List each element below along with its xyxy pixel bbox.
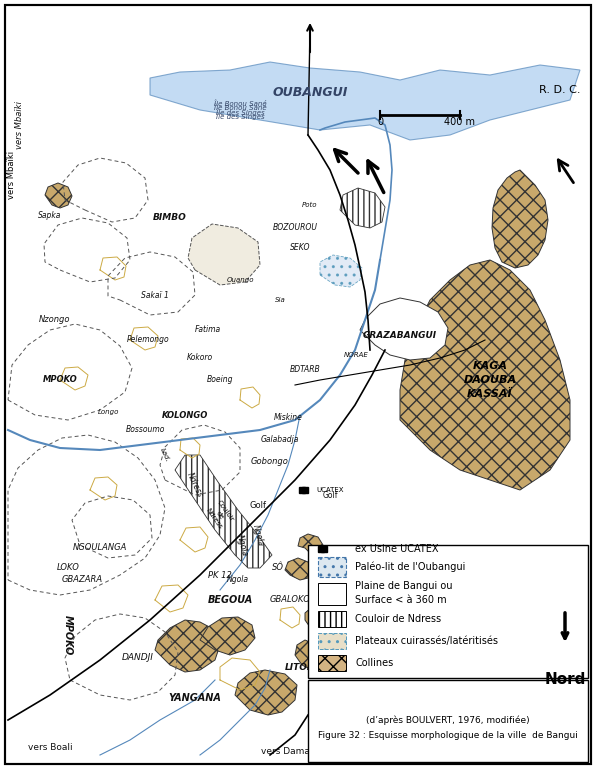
Polygon shape [492,170,548,268]
Text: GBALOKO: GBALOKO [269,595,311,604]
Text: SEKO: SEKO [290,244,311,252]
Text: 400 m: 400 m [445,117,476,127]
Bar [318,611,346,627]
Text: Sapka: Sapka [38,211,62,219]
Text: R. D. C.: R. D. C. [539,85,581,95]
Text: Collines: Collines [355,658,393,668]
Text: Couloir
de
Ndress: Couloir de Ndress [205,499,235,531]
Text: OUBANGUI: OUBANGUI [272,85,347,98]
Polygon shape [235,670,297,715]
Text: SÔ: SÔ [272,564,284,572]
Text: Boeing: Boeing [207,375,233,384]
Text: Lad.: Lad. [159,447,171,463]
Text: Île Bonou Sané
Île des Singes: Île Bonou Sané Île des Singes [214,100,266,115]
Text: Ngola: Ngola [227,575,249,584]
Text: Ngola: Ngola [251,523,265,547]
Text: vers Damara: vers Damara [261,747,319,757]
Text: 0: 0 [377,117,383,127]
Polygon shape [175,455,272,568]
Polygon shape [298,534,323,555]
Bar [318,583,346,605]
Text: Ngola: Ngola [235,533,249,557]
Text: LITON: LITON [285,664,315,673]
Text: Île Bonou Sané
Île des Singes: Île Bonou Sané Île des Singes [214,105,266,120]
Text: vers Mbaïki: vers Mbaïki [8,151,17,199]
Text: Gobongo: Gobongo [251,458,289,467]
Text: YANGANA: YANGANA [169,693,222,703]
Bar [318,557,346,577]
Polygon shape [320,255,362,287]
Text: Couloir de Ndress: Couloir de Ndress [355,614,441,624]
Polygon shape [352,618,370,635]
Polygon shape [188,224,260,285]
Polygon shape [150,62,580,140]
Text: Bossoumo: Bossoumo [125,425,164,434]
Text: BDTARB: BDTARB [290,365,321,375]
Text: Golf: Golf [322,491,338,500]
Text: GRAZABANGUI: GRAZABANGUI [363,331,437,339]
Polygon shape [155,620,220,672]
Text: Ndress: Ndress [185,471,204,499]
Polygon shape [295,640,318,668]
Text: Nzongo: Nzongo [39,315,71,325]
Bar [318,633,346,649]
Text: Figure 32 : Esquisse morphologique de la ville  de Bangui: Figure 32 : Esquisse morphologique de la… [318,731,578,740]
Text: BOZOUROU: BOZOUROU [272,224,318,232]
Polygon shape [348,645,366,662]
Text: Poto: Poto [302,202,318,208]
Text: Pelemongo: Pelemongo [127,335,169,345]
Polygon shape [400,260,570,490]
Text: Golf: Golf [250,501,266,510]
Text: NORAE: NORAE [344,352,368,358]
Text: KOLONGO: KOLONGO [162,411,208,420]
Text: DANDJI: DANDJI [122,654,154,663]
Bar [308,545,588,678]
Text: Miskine: Miskine [274,414,302,422]
Text: ex Usine UCATEX: ex Usine UCATEX [355,544,439,554]
Text: MPOKO: MPOKO [63,615,73,655]
Text: Sakaï 1: Sakaï 1 [141,291,169,299]
Text: Nord: Nord [544,673,586,687]
Text: Fatima: Fatima [195,325,221,335]
Text: Kokoro: Kokoro [187,354,213,362]
Polygon shape [360,298,448,360]
Text: Plaine de Bangui ou
Surface < à 360 m: Plaine de Bangui ou Surface < à 360 m [355,581,452,604]
Text: PK 12: PK 12 [208,571,232,580]
Text: vers Boali: vers Boali [27,744,72,753]
Text: Plateaux cuirassés/latéritisés: Plateaux cuirassés/latéritisés [355,636,498,646]
Text: (d’après BOULVERT, 1976, modifiée): (d’après BOULVERT, 1976, modifiée) [366,715,530,724]
Polygon shape [200,617,255,655]
Polygon shape [285,558,312,580]
Text: Galabadja: Galabadja [261,435,299,444]
Text: LOKO: LOKO [57,564,79,572]
Text: Sia: Sia [275,297,285,303]
Text: BEGOUA: BEGOUA [207,595,253,605]
Bar [318,655,346,671]
Polygon shape [340,188,385,228]
Text: BIMBO: BIMBO [153,214,187,222]
Text: NGOULANGA: NGOULANGA [73,544,127,552]
Text: KAGA
DAOUBA
KASSAÏ: KAGA DAOUBA KASSAÏ [464,361,517,399]
Text: Longo: Longo [97,409,119,415]
Polygon shape [305,607,327,633]
Text: MPOKO: MPOKO [43,375,77,384]
Polygon shape [45,183,72,208]
Text: UCATEX: UCATEX [316,487,343,493]
Bar [308,680,588,762]
Text: GBAZARA: GBAZARA [61,575,103,584]
Text: Paléo-lit de l'Oubangui: Paléo-lit de l'Oubangui [355,561,465,572]
Text: vers Mbaïki: vers Mbaïki [15,101,24,149]
Text: Ouango: Ouango [226,277,254,283]
